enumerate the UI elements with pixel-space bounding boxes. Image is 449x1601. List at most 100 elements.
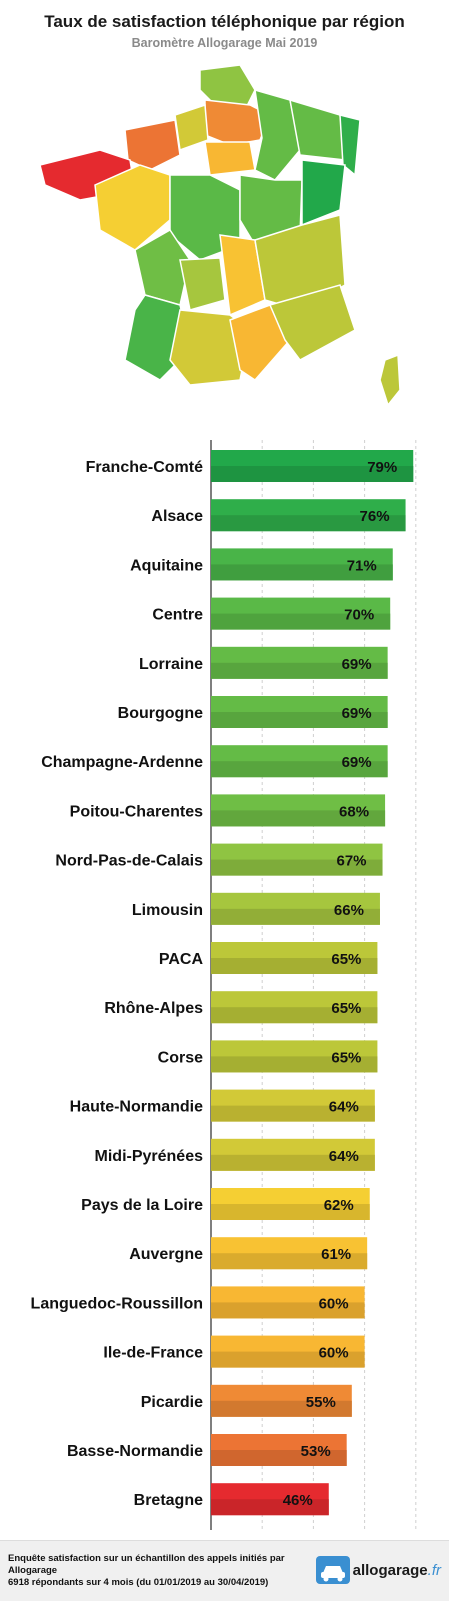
bar-group: Lorraine 69% <box>139 646 388 679</box>
category-label: Lorraine <box>139 656 203 673</box>
region-franche-comte <box>301 159 346 227</box>
region-basse-normandie <box>124 119 181 171</box>
value-label: 61% <box>321 1246 351 1263</box>
allogarage-logo[interactable]: allogarage.fr <box>315 1553 441 1587</box>
bar-shade <box>211 1007 378 1024</box>
bar-group: Franche-Comté 79% <box>86 450 414 482</box>
bar-shade <box>211 564 393 581</box>
category-label: Bretagne <box>134 1492 203 1509</box>
value-label: 60% <box>319 1295 349 1312</box>
category-label: Centre <box>152 607 203 624</box>
bar-group: Basse-Normandie 53% <box>67 1434 347 1466</box>
bar-shade <box>211 1351 365 1368</box>
region-alsace <box>339 114 361 177</box>
category-label: Haute-Normandie <box>70 1099 203 1116</box>
category-label: Auvergne <box>129 1246 203 1263</box>
region-limousin <box>179 257 226 311</box>
category-label: PACA <box>159 951 204 968</box>
bar-group: Auvergne 61% <box>129 1237 368 1270</box>
category-label: Franche-Comté <box>86 459 203 476</box>
region-midi-pyrenees <box>169 309 251 386</box>
bar-shade <box>211 466 414 482</box>
bar-shade <box>211 859 383 876</box>
car-icon <box>315 1556 350 1584</box>
value-label: 71% <box>347 557 377 574</box>
bar-group: Pays de la Loire 62% <box>81 1188 370 1220</box>
value-label: 66% <box>334 902 364 919</box>
bar-group: Poitou-Charentes 68% <box>70 794 386 827</box>
bar-shade <box>211 1400 352 1417</box>
bar-shade <box>211 958 378 974</box>
bar-group: Aquitaine 71% <box>130 548 393 581</box>
category-label: Aquitaine <box>130 557 203 574</box>
bar-group: Ile-de-France 60% <box>103 1335 365 1368</box>
chart-subtitle: Baromètre Allogarage Mai 2019 <box>131 36 318 50</box>
category-label: Rhône-Alpes <box>104 1000 203 1017</box>
satisfaction-bar-chart: Franche-Comté 79% Alsace 76% Aquitaine 71% Cen… <box>31 440 417 1530</box>
region-haute-normandie <box>174 103 209 152</box>
bar-shade <box>211 1056 378 1073</box>
region-paca <box>268 284 356 361</box>
bar-shade <box>211 1204 370 1220</box>
category-label: Picardie <box>141 1394 203 1411</box>
value-label: 69% <box>342 656 372 673</box>
bar-shade <box>211 712 388 728</box>
bar-group: Corse 65% <box>158 1040 378 1073</box>
logo-name: allogarage <box>352 1561 428 1579</box>
category-label: Languedoc-Roussillon <box>31 1295 203 1312</box>
category-label: Corse <box>158 1049 203 1066</box>
bar-group: Midi-Pyrénées 64% <box>95 1138 375 1171</box>
logo-wordmark: allogarage.fr <box>353 1562 441 1579</box>
category-label: Ile-de-France <box>103 1345 203 1362</box>
region-languedoc-roussillon <box>229 304 291 381</box>
value-label: 76% <box>360 508 390 525</box>
bar-group: Languedoc-Roussillon 60% <box>31 1286 365 1319</box>
bar-shade <box>211 761 388 778</box>
bar-shade <box>211 1105 375 1122</box>
value-label: 53% <box>301 1443 331 1460</box>
bar-shade <box>211 613 391 630</box>
bar-group: Centre 70% <box>152 597 391 630</box>
france-region-map <box>40 64 401 407</box>
category-label: Poitou-Charentes <box>70 803 203 820</box>
region-ile-de-france <box>204 141 256 176</box>
bar-group: Alsace 76% <box>151 499 406 532</box>
value-label: 65% <box>331 1049 361 1066</box>
bar-group: Picardie 55% <box>141 1384 352 1417</box>
footer: Enquête satisfaction sur un échantillon … <box>0 1540 449 1601</box>
value-label: 64% <box>329 1099 359 1116</box>
value-label: 60% <box>319 1345 349 1362</box>
value-label: 69% <box>342 754 372 771</box>
bar-shade <box>211 1154 375 1171</box>
bar-group: Bretagne 46% <box>134 1483 329 1516</box>
region-auvergne <box>219 234 266 317</box>
region-corse <box>379 353 401 407</box>
category-label: Alsace <box>151 508 203 525</box>
category-label: Nord-Pas-de-Calais <box>55 853 203 870</box>
value-label: 69% <box>342 705 372 722</box>
category-label: Limousin <box>132 902 203 919</box>
value-label: 70% <box>344 607 374 624</box>
category-label: Pays de la Loire <box>81 1197 203 1214</box>
bar-group: PACA 65% <box>159 942 378 974</box>
value-label: 62% <box>324 1197 354 1214</box>
bar-shade <box>211 810 386 827</box>
region-rhone-alpes <box>254 214 346 311</box>
bar-group: Champagne-Ardenne 69% <box>41 745 388 778</box>
bar-group: Rhône-Alpes 65% <box>104 991 378 1024</box>
footer-line-2: 6918 répondants sur 4 mois (du 01/01/201… <box>8 1577 269 1588</box>
value-label: 67% <box>336 853 366 870</box>
category-label: Basse-Normandie <box>67 1443 203 1460</box>
value-label: 65% <box>331 951 361 968</box>
footer-note: Enquête satisfaction sur un échantillon … <box>8 1553 328 1589</box>
footer-line-1: Enquête satisfaction sur un échantillon … <box>8 1553 285 1576</box>
category-label: Midi-Pyrénées <box>95 1148 204 1165</box>
category-label: Champagne-Ardenne <box>41 754 203 771</box>
bar-shade <box>211 662 388 679</box>
bar-shade <box>211 515 406 532</box>
bar-shade <box>211 1302 365 1319</box>
bar-group: Limousin 66% <box>132 892 380 925</box>
value-label: 79% <box>367 459 397 476</box>
value-label: 68% <box>339 803 369 820</box>
chart-title: Taux de satisfaction téléphonique par ré… <box>44 12 405 31</box>
